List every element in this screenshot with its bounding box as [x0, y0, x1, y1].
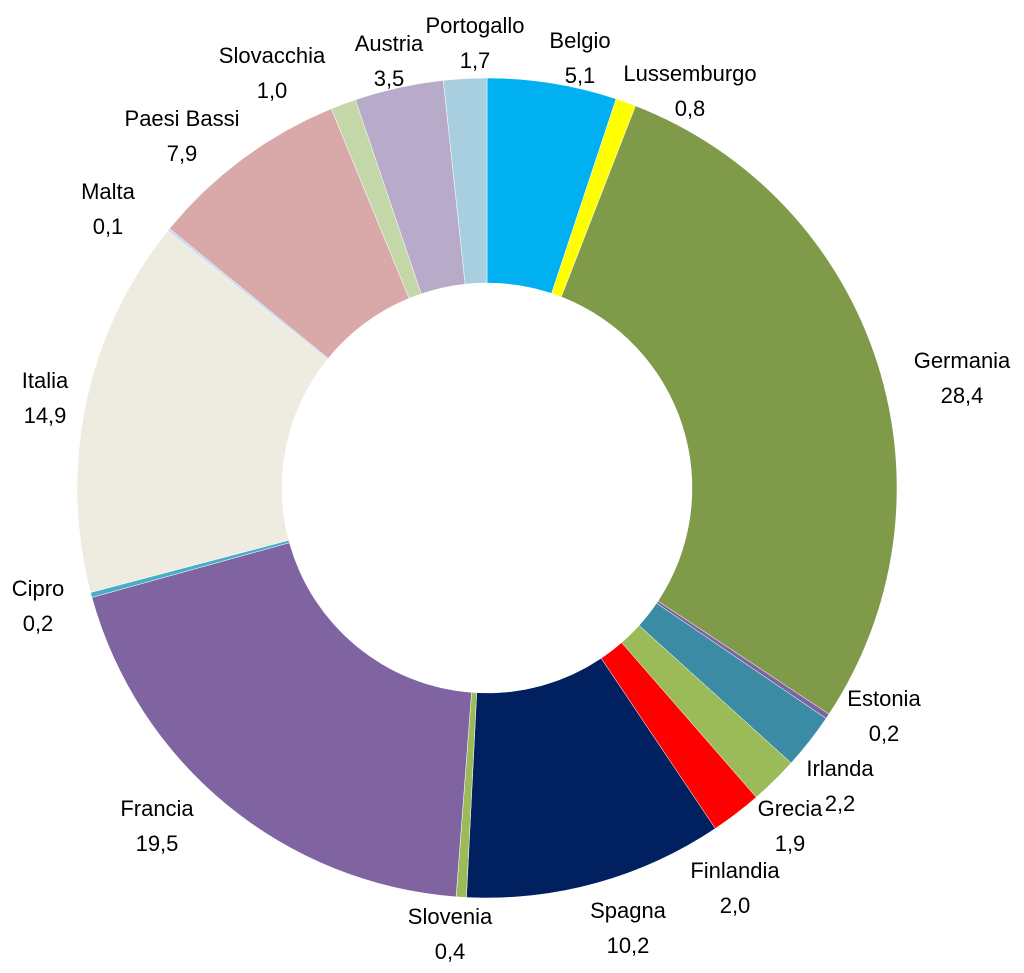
segment-label: Austria — [355, 31, 424, 56]
segment-label: Finlandia — [690, 858, 780, 883]
value-label: 28,4 — [941, 383, 984, 408]
donut-segment — [91, 542, 472, 898]
value-label: 3,5 — [374, 66, 405, 91]
segment-label: Belgio — [549, 28, 610, 53]
value-label: 0,2 — [23, 611, 54, 636]
segment-label: Slovenia — [408, 904, 493, 929]
segment-label: Francia — [120, 796, 194, 821]
value-label: 1,9 — [775, 831, 806, 856]
segment-label: Germania — [914, 348, 1011, 373]
value-label: 0,2 — [869, 721, 900, 746]
segment-label: Lussemburgo — [623, 61, 756, 86]
value-label: 5,1 — [565, 63, 596, 88]
segment-label: Cipro — [12, 576, 65, 601]
segment-label: Malta — [81, 179, 136, 204]
segment-label: Portogallo — [425, 13, 524, 38]
value-label: 1,7 — [460, 48, 491, 73]
segment-label: Grecia — [758, 796, 824, 821]
segment-label: Irlanda — [806, 756, 874, 781]
value-label: 1,0 — [257, 78, 288, 103]
value-label: 2,2 — [825, 791, 856, 816]
donut-segment — [466, 657, 716, 899]
segment-label: Slovacchia — [219, 43, 326, 68]
value-label: 10,2 — [607, 933, 650, 958]
value-label: 19,5 — [136, 831, 179, 856]
segment-label: Italia — [22, 368, 69, 393]
value-label: 0,8 — [675, 96, 706, 121]
segment-label: Spagna — [590, 898, 667, 923]
segment-label: Estonia — [847, 686, 921, 711]
value-label: 14,9 — [24, 403, 67, 428]
segment-label: Paesi Bassi — [125, 106, 240, 131]
value-label: 0,4 — [435, 939, 466, 964]
donut-segment — [443, 77, 488, 285]
donut-segment — [560, 105, 898, 715]
value-label: 7,9 — [167, 141, 198, 166]
value-label: 0,1 — [93, 214, 124, 239]
value-label: 2,0 — [720, 893, 751, 918]
donut-segment — [76, 230, 328, 593]
